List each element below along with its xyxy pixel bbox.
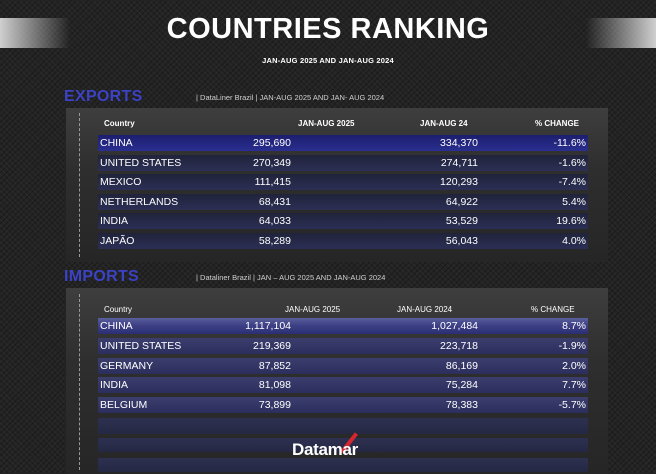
change-cell: 8.7% bbox=[562, 320, 586, 332]
value-2024-cell: 274,711 bbox=[440, 156, 478, 169]
country-cell: INDIA bbox=[100, 215, 129, 227]
country-cell: INDIA bbox=[100, 379, 129, 392]
imports-header-2025: JAN-AUG 2025 bbox=[285, 305, 341, 314]
change-cell: -1.6% bbox=[558, 156, 586, 169]
corner-decoration-right bbox=[586, 18, 656, 48]
change-cell: -5.7% bbox=[558, 399, 586, 412]
change-cell: 2.0% bbox=[562, 359, 586, 372]
value-2025-cell: 219,369 bbox=[253, 339, 291, 352]
imports-empty-row bbox=[98, 438, 588, 452]
datamar-logo: Datamar bbox=[292, 440, 358, 459]
value-2025-cell: 64,033 bbox=[258, 215, 291, 227]
table-row: GERMANY 87,852 86,169 2.0% bbox=[98, 357, 588, 374]
table-row: UNITED STATES 270,349 274,711 -1.6% bbox=[98, 154, 588, 171]
value-2025-cell: 81,098 bbox=[258, 379, 291, 392]
table-row: INDIA 81,098 75,284 7.7% bbox=[98, 377, 588, 394]
change-cell: -7.4% bbox=[558, 176, 586, 188]
exports-divider-line bbox=[79, 113, 80, 257]
value-2024-cell: 334,370 bbox=[440, 137, 478, 149]
change-cell: 4.0% bbox=[562, 234, 586, 247]
country-cell: MEXICO bbox=[100, 176, 142, 188]
value-2024-cell: 56,043 bbox=[445, 234, 478, 247]
exports-section-meta: | DataLiner Brazil | JAN-AUG 2025 AND JA… bbox=[196, 93, 385, 102]
table-row: BELGIUM 73,899 78,383 -5.7% bbox=[98, 397, 588, 414]
country-cell: NETHERLANDS bbox=[100, 195, 179, 208]
imports-empty-row bbox=[98, 418, 588, 434]
change-cell: -11.6% bbox=[553, 137, 587, 149]
change-cell: 19.6% bbox=[556, 215, 586, 227]
value-2024-cell: 223,718 bbox=[440, 339, 478, 352]
table-row: INDIA 64,033 53,529 19.6% bbox=[98, 213, 588, 229]
change-cell: 5.4% bbox=[562, 195, 586, 208]
value-2025-cell: 270,349 bbox=[253, 156, 291, 169]
table-row: JAPÃO 58,289 56,043 4.0% bbox=[98, 232, 588, 249]
imports-section-title: IMPORTS bbox=[64, 268, 139, 285]
change-cell: 7.7% bbox=[562, 379, 586, 392]
value-2025-cell: 73,899 bbox=[258, 399, 291, 412]
value-2025-cell: 68,431 bbox=[258, 195, 291, 208]
country-cell: JAPÃO bbox=[100, 234, 135, 247]
value-2024-cell: 86,169 bbox=[445, 359, 478, 372]
exports-header-change: % CHANGE bbox=[535, 119, 580, 128]
exports-header-country: Country bbox=[104, 119, 135, 128]
country-cell: GERMANY bbox=[100, 359, 154, 372]
page-title: COUNTRIES RANKING bbox=[166, 13, 490, 45]
change-cell: -1.9% bbox=[558, 339, 586, 352]
imports-divider-line bbox=[79, 294, 80, 470]
corner-decoration-left bbox=[0, 18, 70, 48]
table-row: CHINA 1,117,104 1,027,484 8.7% bbox=[98, 318, 588, 334]
value-2025-cell: 111,415 bbox=[254, 176, 291, 188]
imports-section-meta: | Dataliner Brazil | JAN – AUG 2025 AND … bbox=[196, 273, 386, 282]
country-cell: CHINA bbox=[100, 137, 133, 149]
imports-header-country: Country bbox=[104, 305, 133, 314]
value-2025-cell: 87,852 bbox=[258, 359, 291, 372]
table-row: UNITED STATES 219,369 223,718 -1.9% bbox=[98, 337, 588, 354]
value-2024-cell: 78,383 bbox=[445, 399, 478, 412]
value-2024-cell: 1,027,484 bbox=[431, 320, 478, 332]
value-2024-cell: 64,922 bbox=[445, 195, 478, 208]
country-cell: UNITED STATES bbox=[100, 156, 182, 169]
country-cell: CHINA bbox=[100, 320, 133, 332]
imports-header-2024: JAN-AUG 2024 bbox=[397, 305, 453, 314]
country-cell: UNITED STATES bbox=[100, 339, 182, 352]
table-row: NETHERLANDS 68,431 64,922 5.4% bbox=[98, 193, 588, 210]
page-subtitle: JAN-AUG 2025 AND JAN-AUG 2024 bbox=[262, 56, 394, 65]
table-row: MEXICO 111,415 120,293 -7.4% bbox=[98, 174, 588, 190]
country-cell: BELGIUM bbox=[100, 399, 148, 412]
table-row: CHINA 295,690 334,370 -11.6% bbox=[98, 135, 588, 151]
value-2025-cell: 58,289 bbox=[258, 234, 291, 247]
imports-header-change: % CHANGE bbox=[531, 305, 575, 314]
value-2024-cell: 120,293 bbox=[440, 176, 478, 188]
value-2025-cell: 295,690 bbox=[253, 137, 291, 149]
value-2024-cell: 53,529 bbox=[445, 215, 478, 227]
exports-header-2024: JAN-AUG 24 bbox=[420, 119, 468, 128]
value-2024-cell: 75,284 bbox=[445, 379, 478, 392]
exports-section-title: EXPORTS bbox=[64, 88, 143, 105]
exports-header-2025: JAN-AUG 2025 bbox=[298, 119, 355, 128]
imports-empty-row bbox=[98, 458, 588, 472]
value-2025-cell: 1,117,104 bbox=[245, 320, 291, 332]
